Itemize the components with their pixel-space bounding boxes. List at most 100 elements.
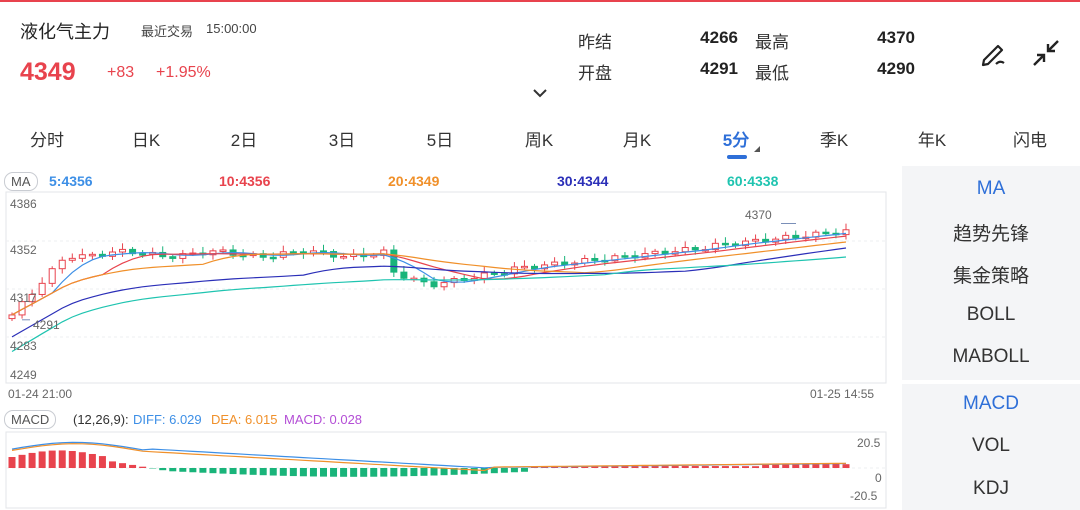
macd-bar (782, 464, 790, 468)
macd-indicator-tag[interactable]: MACD (4, 410, 57, 429)
candle-body (209, 250, 217, 256)
candle-body (68, 257, 76, 261)
macd-bar (78, 452, 86, 468)
macd-bar (792, 463, 800, 468)
side-item-trend-pioneer[interactable]: 趋势先锋 (952, 224, 1029, 245)
side-item-ma[interactable]: MA (976, 178, 1006, 199)
macd-bar (822, 463, 830, 468)
tab-5-day[interactable]: 5日 (426, 131, 454, 150)
tab-year-k[interactable]: 年K (917, 131, 947, 150)
last-trade-time: 15:00:00 (206, 21, 257, 36)
macd-bar (199, 468, 207, 473)
candle-body (651, 250, 659, 255)
candle-body (219, 249, 227, 252)
macd-bar (299, 468, 307, 477)
pen-icon[interactable] (978, 36, 1010, 68)
tab-season-k[interactable]: 季K (819, 131, 849, 150)
macd-bar (28, 452, 36, 468)
side-item-gold-strategy[interactable]: 集金策略 (952, 266, 1029, 287)
macd-bar (38, 451, 46, 468)
tab-month-k[interactable]: 月K (622, 131, 652, 150)
price-change: +83 (107, 64, 135, 81)
macd-bar (189, 468, 197, 473)
macd-bar (812, 463, 820, 468)
tab-dropdown-triangle-icon[interactable] (754, 146, 760, 152)
macd-bar (209, 468, 217, 474)
shrink-arrows-icon[interactable] (1030, 37, 1062, 69)
candle-body (691, 247, 699, 251)
candle-body (822, 231, 830, 235)
side-item-maboll[interactable]: MABOLL (952, 346, 1030, 367)
macd-bar (269, 468, 277, 476)
macd-bar (229, 468, 237, 475)
candle-body (842, 229, 850, 236)
macd-bar (420, 468, 428, 476)
macd-bar (390, 468, 398, 477)
macd-bar (742, 466, 750, 468)
candle-body (752, 238, 760, 242)
candle-body (510, 266, 518, 275)
tab-3-day[interactable]: 3日 (328, 131, 356, 150)
macd-bar (520, 468, 528, 472)
macd-bar (490, 468, 498, 474)
side-item-vol[interactable]: VOL (971, 435, 1011, 456)
macd-bar (330, 468, 338, 477)
candle-body (591, 257, 599, 261)
tab-week-k[interactable]: 周K (524, 131, 554, 150)
quote-open-value: 4291 (700, 59, 738, 78)
candle-body (28, 293, 36, 303)
macd-bar (842, 464, 850, 468)
macd-bar (249, 468, 257, 475)
tab-flash[interactable]: 闪电 (1013, 131, 1047, 150)
candle-body (480, 272, 488, 279)
chevron-down-icon[interactable] (531, 86, 549, 100)
macd-bar (832, 463, 840, 468)
macd-bar (721, 466, 729, 468)
macd-plot-border (5, 431, 887, 509)
tab-2-day[interactable]: 2日 (230, 131, 258, 150)
quote-prev-settle-value: 4266 (700, 28, 738, 47)
macd-bar (731, 466, 739, 468)
macd-bar (762, 464, 770, 468)
tab-5-min[interactable]: 5分 (722, 131, 750, 150)
macd-bar (611, 466, 619, 468)
macd-y-bottom: -20.5 (850, 489, 878, 503)
side-item-macd[interactable]: MACD (963, 393, 1019, 414)
macd-bar (581, 466, 589, 468)
period-tab-bar: 分时 日K 2日 3日 5日 周K 月K 5分 季K 年K 闪电 (0, 118, 1080, 158)
candle-body (430, 281, 438, 288)
ma-line-60 (11, 256, 847, 353)
last-trade-label: 最近交易 (141, 24, 194, 39)
ma-indicator-tag[interactable]: MA (4, 172, 38, 191)
candle-body (711, 242, 719, 251)
candle-body (621, 255, 629, 258)
macd-bar (108, 461, 116, 468)
macd-params: (12,26,9): (73, 412, 129, 427)
instrument-title: 液化气主力 (20, 22, 110, 42)
macd-bar (139, 466, 147, 468)
macd-bar (551, 466, 559, 468)
macd-bar (58, 450, 66, 468)
ma60-legend: 60:4338 (727, 173, 779, 189)
ma-line-5 (11, 232, 847, 316)
macd-y-zero: 0 (875, 471, 882, 485)
side-item-kdj[interactable]: KDJ (973, 478, 1009, 499)
macd-diff: DIFF: 6.029 (133, 412, 202, 427)
tab-day-k[interactable]: 日K (131, 131, 161, 150)
macd-bar (68, 450, 76, 468)
candle-body (269, 256, 277, 260)
tab-intraday[interactable]: 分时 (30, 131, 64, 150)
macd-lines (11, 441, 847, 472)
indicator-panel-main: MA 趋势先锋 集金策略 BOLL MABOLL (902, 166, 1080, 380)
quote-low-value: 4290 (877, 59, 915, 78)
side-item-boll[interactable]: BOLL (966, 304, 1016, 325)
high-marker-label: 4370 (745, 208, 772, 222)
main-plot-border (5, 191, 887, 384)
main-chart-ma-lines (11, 232, 847, 353)
macd-bar (510, 468, 518, 473)
macd-bar (460, 468, 468, 475)
candle-body (8, 314, 16, 320)
macd-bar (380, 468, 388, 477)
macd-bar (340, 468, 348, 477)
